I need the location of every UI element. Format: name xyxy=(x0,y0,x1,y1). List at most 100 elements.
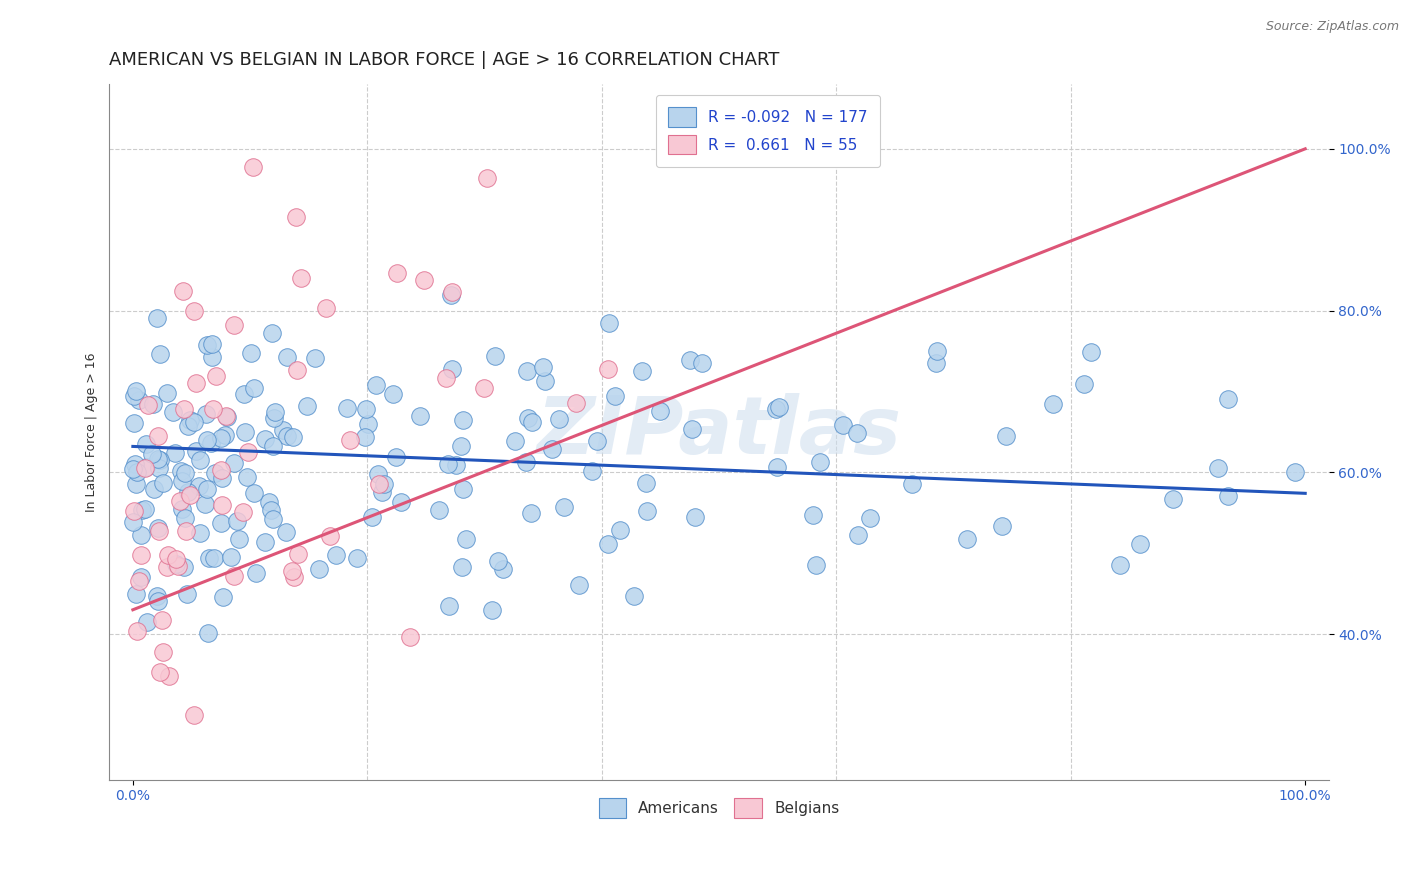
Point xyxy=(240,346,263,360)
Point xyxy=(385,266,408,280)
Point xyxy=(685,510,707,524)
Point xyxy=(925,356,948,370)
Point xyxy=(121,462,143,476)
Point xyxy=(1284,466,1306,480)
Point xyxy=(994,429,1017,443)
Point xyxy=(319,529,342,543)
Point xyxy=(548,411,571,425)
Point xyxy=(409,409,432,424)
Point xyxy=(382,387,405,401)
Point xyxy=(214,428,236,442)
Point xyxy=(215,409,238,423)
Point xyxy=(287,363,309,377)
Point xyxy=(325,548,347,562)
Point xyxy=(129,548,152,562)
Point xyxy=(598,361,620,376)
Point xyxy=(238,445,260,459)
Point xyxy=(531,360,554,375)
Point xyxy=(179,488,201,502)
Point xyxy=(174,524,197,539)
Point xyxy=(170,464,193,478)
Point xyxy=(434,371,457,385)
Point xyxy=(242,485,264,500)
Point xyxy=(127,624,149,638)
Point xyxy=(1216,489,1239,503)
Point xyxy=(202,551,225,566)
Point xyxy=(236,470,259,484)
Point xyxy=(197,626,219,640)
Point xyxy=(211,471,233,485)
Point xyxy=(156,386,179,401)
Point xyxy=(183,707,205,722)
Point xyxy=(195,407,218,421)
Point xyxy=(283,570,305,584)
Point xyxy=(148,452,170,467)
Point xyxy=(156,559,179,574)
Point xyxy=(766,460,789,475)
Point xyxy=(257,494,280,508)
Point xyxy=(804,558,827,572)
Point xyxy=(211,591,233,605)
Point xyxy=(226,514,249,528)
Point xyxy=(553,500,575,515)
Point xyxy=(454,532,477,546)
Point xyxy=(149,347,172,361)
Point xyxy=(648,404,671,418)
Point xyxy=(176,418,198,433)
Point xyxy=(125,384,148,399)
Point xyxy=(1129,537,1152,551)
Point xyxy=(900,476,922,491)
Point xyxy=(176,587,198,601)
Point xyxy=(336,401,359,416)
Point xyxy=(605,388,627,402)
Point xyxy=(384,450,406,464)
Point xyxy=(451,413,474,427)
Point xyxy=(304,351,326,365)
Point xyxy=(503,434,526,448)
Point xyxy=(135,436,157,450)
Point xyxy=(440,285,463,299)
Point xyxy=(222,456,245,470)
Point xyxy=(357,417,380,432)
Point xyxy=(475,171,498,186)
Point xyxy=(520,415,543,429)
Point xyxy=(1042,396,1064,410)
Point xyxy=(173,560,195,574)
Point xyxy=(200,436,222,450)
Point xyxy=(129,527,152,541)
Point xyxy=(169,494,191,508)
Point xyxy=(149,453,172,467)
Point xyxy=(195,338,218,352)
Y-axis label: In Labor Force | Age > 16: In Labor Force | Age > 16 xyxy=(86,352,98,512)
Point xyxy=(232,387,254,401)
Point xyxy=(201,350,224,364)
Point xyxy=(346,550,368,565)
Point xyxy=(209,463,232,477)
Point xyxy=(232,505,254,519)
Point xyxy=(260,503,283,517)
Point xyxy=(427,503,450,517)
Point xyxy=(149,665,172,679)
Point xyxy=(354,430,377,444)
Point xyxy=(679,353,702,368)
Point xyxy=(146,590,169,604)
Point xyxy=(262,326,284,341)
Point xyxy=(253,535,276,549)
Point xyxy=(519,506,541,520)
Point xyxy=(172,285,194,299)
Point xyxy=(173,402,195,417)
Point xyxy=(262,511,284,525)
Point xyxy=(245,566,267,580)
Point xyxy=(283,429,305,443)
Point xyxy=(195,434,218,448)
Point xyxy=(440,288,463,302)
Point xyxy=(451,560,474,574)
Point xyxy=(437,599,460,613)
Point xyxy=(630,363,652,377)
Point xyxy=(364,377,387,392)
Point xyxy=(740,118,762,132)
Point xyxy=(586,434,609,449)
Text: Source: ZipAtlas.com: Source: ZipAtlas.com xyxy=(1265,20,1399,33)
Point xyxy=(516,364,538,378)
Point xyxy=(129,569,152,583)
